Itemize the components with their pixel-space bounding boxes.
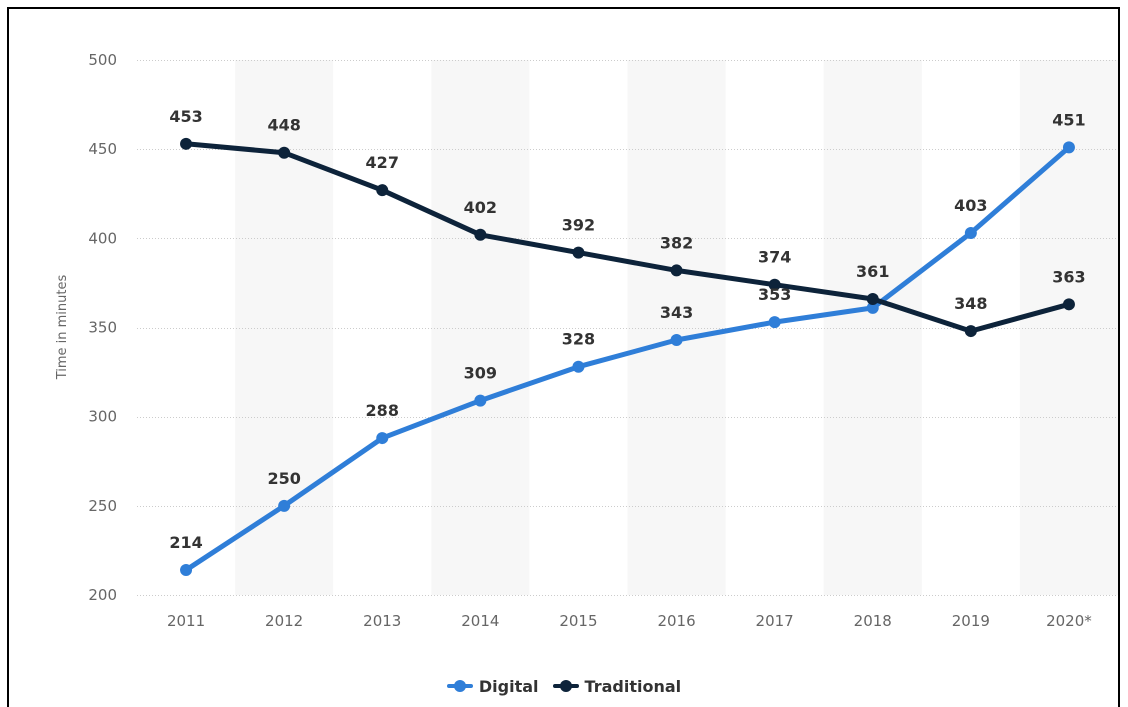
series-lines: [180, 137, 1075, 577]
point-traditional-2014: [474, 228, 487, 241]
y-axis-tick-labels: 200 250 300 350 400 450 500: [88, 51, 117, 604]
point-digital-2018: [866, 301, 879, 314]
band-2014: [431, 60, 530, 595]
y-tick-400: 400: [88, 229, 117, 247]
legend-item-traditional[interactable]: Traditional: [552, 676, 682, 696]
x-tick-2018: 2018: [854, 612, 892, 630]
data-label-digital-2017: 353: [758, 285, 791, 304]
data-label-traditional-2020: 363: [1052, 267, 1085, 286]
point-digital-2017: [768, 316, 781, 329]
data-label-digital-2011: 214: [169, 533, 202, 552]
x-tick-2020: 2020*: [1046, 612, 1092, 630]
x-tick-2013: 2013: [363, 612, 401, 630]
point-traditional-2015: [572, 246, 585, 259]
y-tick-450: 450: [88, 140, 117, 158]
data-label-traditional-2015: 392: [562, 216, 595, 235]
chart-frame: [7, 7, 1120, 707]
point-traditional-2012: [278, 146, 291, 159]
data-label-traditional-2014: 402: [464, 198, 497, 217]
point-traditional-2020: [1062, 298, 1075, 311]
x-tick-2017: 2017: [756, 612, 794, 630]
legend-label-traditional: Traditional: [584, 676, 682, 696]
band-2018: [823, 60, 922, 595]
band-2012: [235, 60, 334, 595]
line-traditional: [183, 141, 1072, 334]
x-tick-2016: 2016: [657, 612, 695, 630]
data-label-digital-2016: 343: [660, 303, 693, 322]
point-traditional-2016: [670, 264, 683, 277]
data-label-traditional-2018: 361: [856, 262, 889, 281]
data-label-digital-2019: 403: [954, 196, 987, 215]
x-tick-2019: 2019: [952, 612, 990, 630]
x-tick-2012: 2012: [265, 612, 303, 630]
data-label-traditional-2019: 348: [954, 294, 987, 313]
legend-marker-traditional: [552, 680, 579, 692]
data-label-traditional-2013: 427: [366, 153, 399, 172]
band-2016: [627, 60, 726, 595]
x-axis-tick-labels: 2011 2012 2013 2014 2015 2016 2017 2018 2019 2020…: [167, 612, 1092, 630]
point-traditional-2019: [964, 325, 977, 338]
y-axis-title: Time in minutes: [55, 275, 70, 381]
data-label-digital-2020: 451: [1052, 110, 1085, 129]
x-tick-2011: 2011: [167, 612, 205, 630]
point-digital-2019: [964, 226, 977, 239]
point-digital-2012: [278, 499, 291, 512]
y-tick-500: 500: [88, 51, 117, 69]
data-label-digital-2014: 309: [464, 364, 497, 383]
band-2020: [1019, 60, 1118, 595]
data-label-traditional-2016: 382: [660, 233, 693, 252]
x-tick-2015: 2015: [559, 612, 597, 630]
point-digital-2011: [180, 564, 193, 577]
data-label-traditional-2011: 453: [169, 107, 202, 126]
data-label-traditional-2017: 374: [758, 248, 791, 267]
point-traditional-2018: [866, 292, 879, 305]
point-digital-2014: [474, 394, 487, 407]
legend: Digital Traditional: [0, 674, 1128, 698]
point-traditional-2017: [768, 278, 781, 291]
point-digital-2015: [572, 360, 585, 373]
data-label-digital-2015: 328: [562, 330, 595, 349]
legend-label-digital: Digital: [478, 676, 539, 696]
point-digital-2020: [1062, 141, 1075, 154]
data-label-digital-2012: 250: [267, 469, 300, 488]
point-digital-2016: [670, 333, 683, 346]
legend-marker-digital: [446, 680, 473, 692]
data-label-traditional-2012: 448: [267, 116, 300, 135]
legend-item-digital[interactable]: Digital: [446, 676, 539, 696]
data-label-digital-2013: 288: [366, 401, 399, 420]
x-tick-2014: 2014: [461, 612, 499, 630]
line-digital: [183, 144, 1072, 573]
y-tick-350: 350: [88, 319, 117, 337]
data-labels: 214 250 288 309 328 343 353 403 451 453 448 427 402 3…: [169, 107, 1085, 552]
y-tick-250: 250: [88, 497, 117, 515]
y-tick-300: 300: [88, 408, 117, 426]
point-traditional-2013: [376, 184, 389, 197]
point-traditional-2011: [180, 137, 193, 150]
y-tick-200: 200: [88, 586, 117, 604]
point-digital-2013: [376, 432, 389, 445]
